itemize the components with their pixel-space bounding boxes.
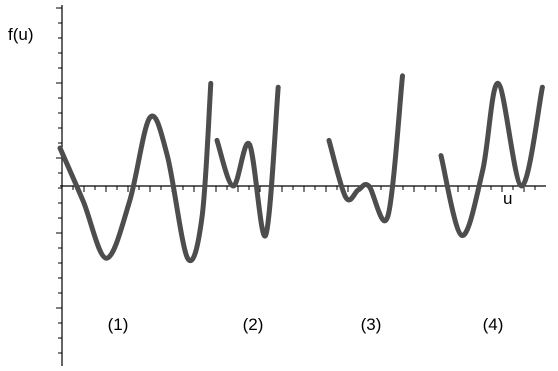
curve-3 xyxy=(326,73,405,223)
y-axis-label: f(u) xyxy=(8,25,34,44)
curves xyxy=(57,73,545,263)
axes xyxy=(56,5,546,366)
series-label-2: (2) xyxy=(243,315,264,334)
curve-2 xyxy=(214,84,281,239)
labels: f(u) u (1) (2) (3) (4) xyxy=(8,25,512,334)
x-axis-label: u xyxy=(503,189,512,208)
curve-1 xyxy=(57,80,214,263)
series-label-1: (1) xyxy=(108,315,129,334)
curve-4 xyxy=(438,80,545,238)
series-label-3: (3) xyxy=(361,315,382,334)
series-label-4: (4) xyxy=(483,315,504,334)
